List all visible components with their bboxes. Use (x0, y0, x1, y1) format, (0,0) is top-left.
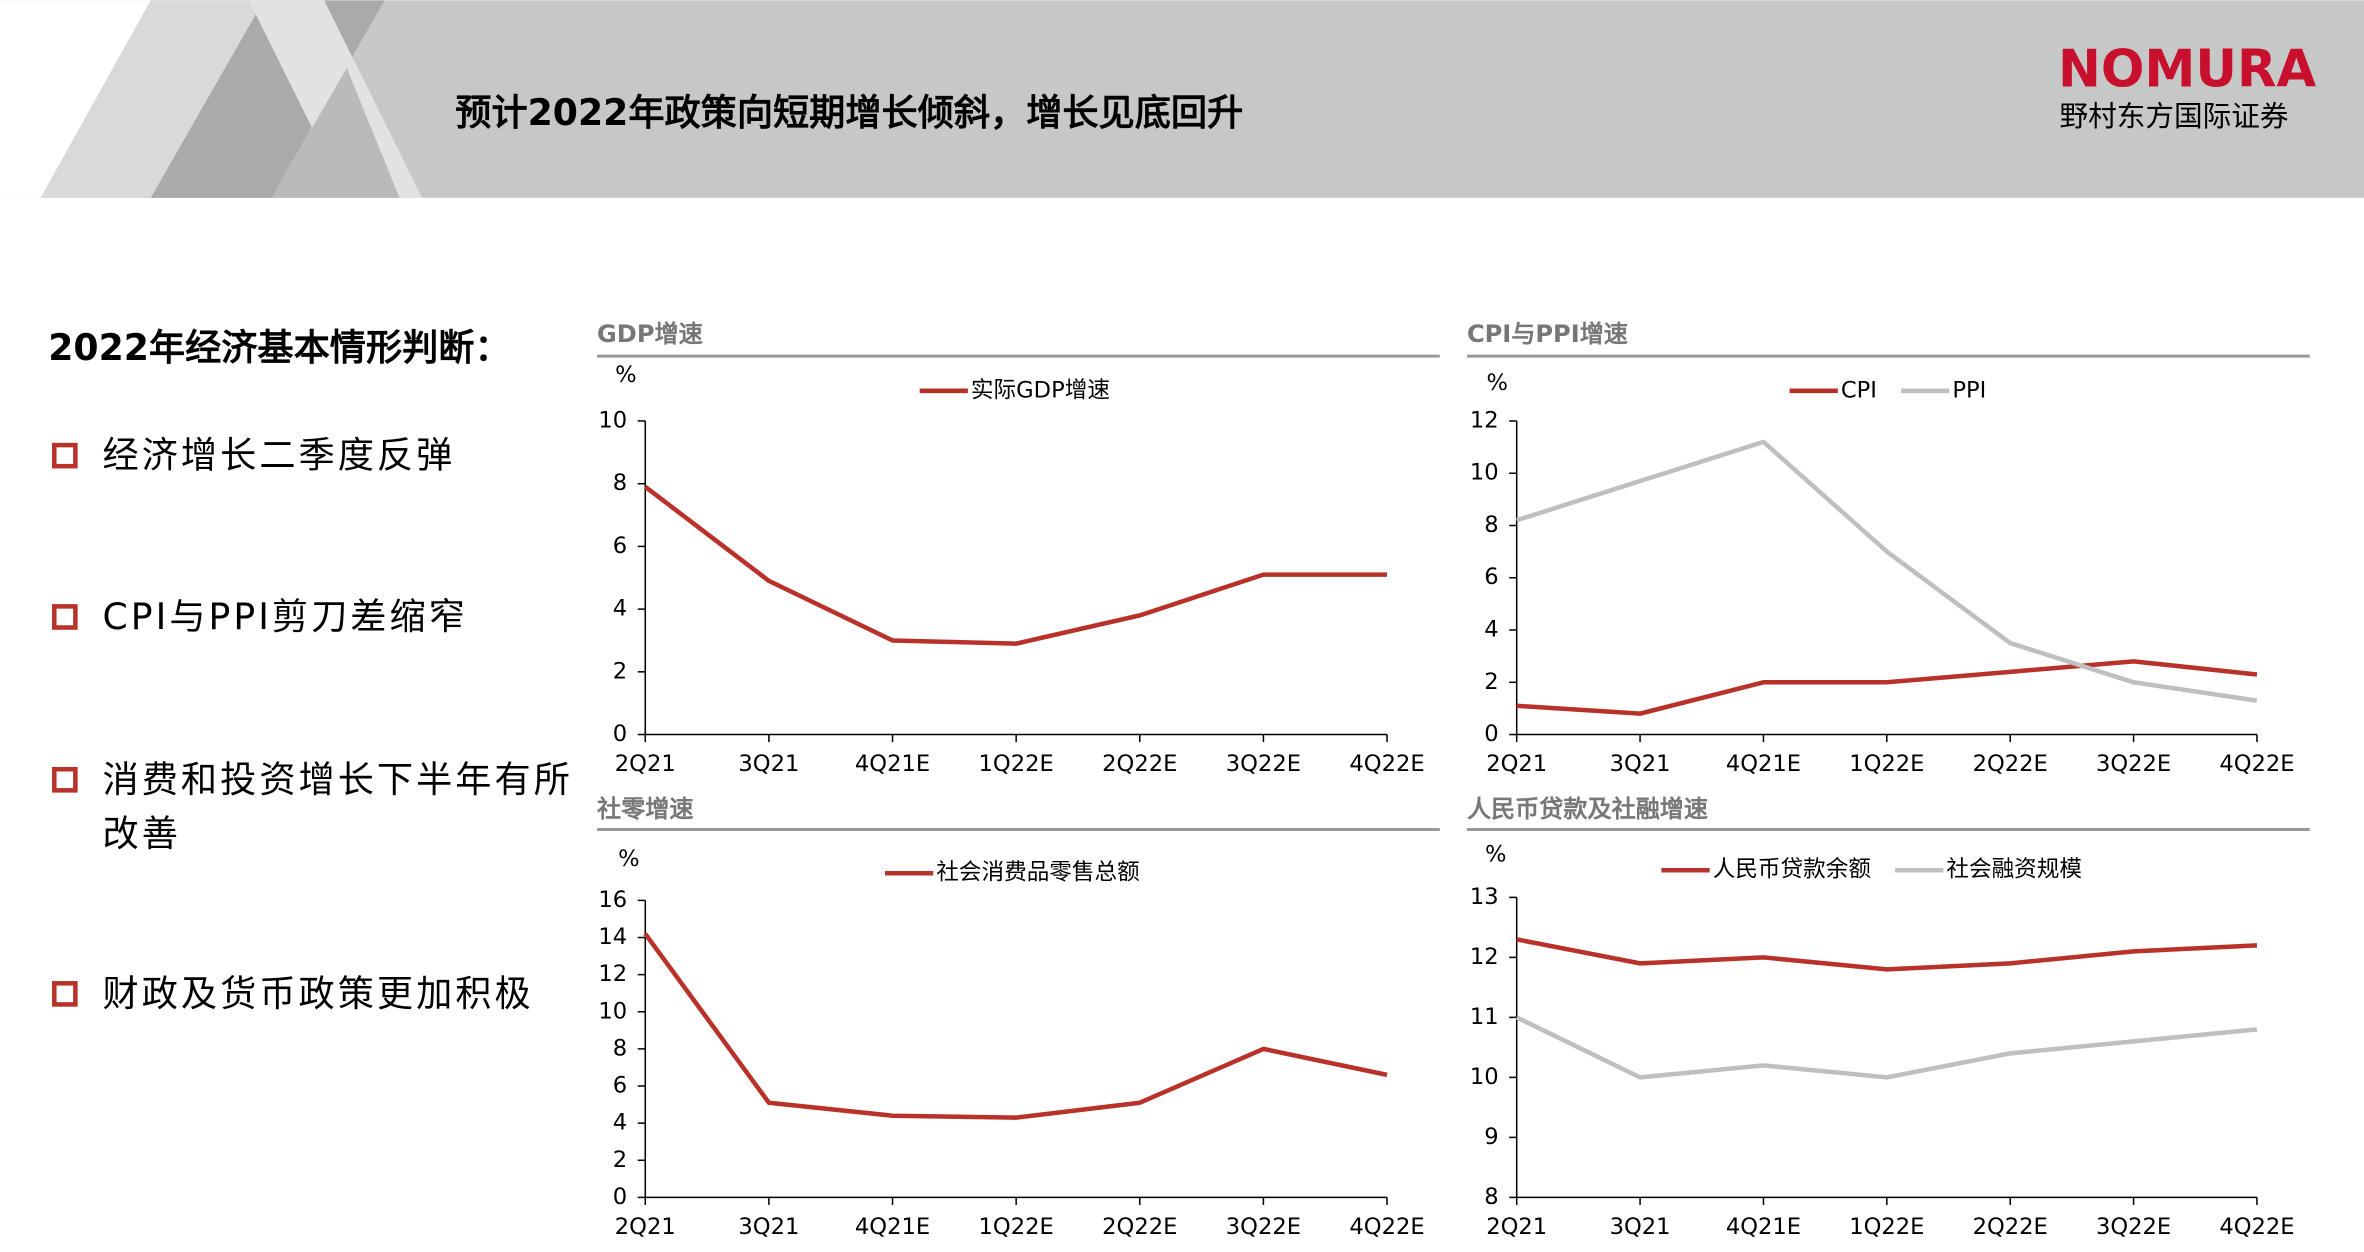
series-line (1516, 937, 2258, 972)
decor (40, 0, 272, 198)
legend-label: PPI (1952, 377, 1986, 403)
bullet-text: 财政及货币政策更加积极 (102, 972, 534, 1015)
decor (0, 0, 151, 198)
bullet-box (52, 981, 78, 1007)
y-tick-label: 6 (1484, 564, 1498, 590)
x-tick-label: 4Q21E (855, 1214, 930, 1240)
y-tick-label: 4 (613, 1110, 627, 1136)
series-line (643, 932, 1388, 1120)
y-tick-label: 14 (598, 924, 627, 950)
bullet-item: 经济增长二季度反弹 (102, 434, 456, 477)
y-unit: % (615, 362, 636, 388)
x-tick-label: 2Q22E (1973, 1214, 2048, 1240)
y-tick-label: 6 (613, 533, 627, 559)
x-tick-label: 3Q22E (2096, 751, 2171, 777)
y-tick-label: 2 (1484, 669, 1498, 695)
x-tick-label: 2Q22E (1102, 1214, 1177, 1240)
x-tick-label: 1Q22E (1849, 751, 1924, 777)
bullet-item: 财政及货币政策更加积极 (102, 972, 534, 1015)
x-tick-label: 2Q22E (1102, 751, 1177, 777)
x-tick-label: 3Q21 (1610, 751, 1671, 777)
y-unit: % (618, 846, 639, 872)
y-tick-label: 10 (598, 998, 627, 1024)
slide-title: 预计2022年政策向短期增长倾斜，增长见底回升 (455, 91, 1243, 134)
y-tick-label: 6 (613, 1073, 627, 1099)
x-tick-label: 2Q21 (615, 751, 676, 777)
y-tick-label: 0 (613, 1184, 627, 1210)
x-tick-label: 3Q22E (1226, 751, 1301, 777)
y-tick-label: 11 (1470, 1004, 1499, 1030)
x-tick-label: 4Q22E (2219, 751, 2294, 777)
x-tick-label: 3Q21 (738, 1214, 799, 1240)
x-tick-label: 4Q22E (1349, 751, 1424, 777)
bullet-item: CPI与PPI剪刀差缩窄 (102, 595, 468, 639)
chart-title: 人民币贷款及社融增速 (1467, 795, 1708, 823)
y-tick-label: 2 (613, 1147, 627, 1173)
y-unit: % (1485, 842, 1506, 868)
x-tick-label: 1Q22E (979, 751, 1054, 777)
y-tick-label: 8 (613, 470, 627, 496)
series-line (1516, 659, 2258, 716)
y-tick-label: 4 (1484, 617, 1498, 643)
logo-sub: 野村东方国际证券 (2059, 99, 2288, 133)
legend-label: 实际GDP增速 (971, 377, 1110, 403)
x-tick-label: 3Q21 (1610, 1214, 1671, 1240)
y-tick-label: 10 (1470, 460, 1499, 486)
y-tick-label: 4 (613, 596, 627, 622)
x-tick-label: 2Q21 (1486, 1214, 1547, 1240)
chart-title: GDP增速 (597, 320, 703, 348)
x-tick-label: 3Q22E (1226, 1214, 1301, 1240)
logo: NOMURA (2058, 40, 2317, 100)
legend-label: 人民币贷款余额 (1713, 857, 1871, 883)
x-tick-label: 3Q21 (738, 751, 799, 777)
y-tick-label: 8 (1484, 1184, 1498, 1210)
legend-label: 社会消费品零售总额 (936, 860, 1140, 886)
y-tick-label: 9 (1484, 1124, 1498, 1150)
legend-label: CPI (1841, 377, 1877, 403)
y-tick-label: 8 (1484, 512, 1498, 538)
y-unit: % (1487, 370, 1508, 396)
bullet-box (52, 442, 78, 469)
bullet-box (52, 604, 78, 630)
x-tick-label: 4Q21E (1726, 751, 1801, 777)
bullet-box (52, 766, 78, 793)
x-tick-label: 2Q22E (1973, 751, 2048, 777)
y-tick-label: 16 (598, 887, 627, 913)
x-tick-label: 4Q21E (1726, 1214, 1801, 1240)
y-tick-label: 0 (613, 721, 627, 747)
y-tick-label: 0 (1484, 721, 1498, 747)
y-tick-label: 12 (598, 961, 627, 987)
x-tick-label: 4Q22E (1349, 1214, 1424, 1240)
legend-label: 社会融资规模 (1946, 857, 2082, 883)
series-line (1515, 1015, 2258, 1080)
chart-title: 社零增速 (597, 795, 693, 823)
y-tick-label: 12 (1470, 944, 1499, 970)
y-tick-label: 10 (1470, 1064, 1499, 1090)
bullet-text: CPI与PPI剪刀差缩窄 (102, 595, 468, 639)
bullet-text: 消费和投资增长下半年有所改善 (102, 758, 573, 856)
x-tick-label: 3Q22E (2096, 1214, 2171, 1240)
y-tick-label: 10 (598, 407, 627, 433)
decor (271, 68, 400, 198)
y-tick-label: 12 (1470, 407, 1499, 433)
x-tick-label: 4Q21E (855, 751, 930, 777)
x-tick-label: 1Q22E (979, 1214, 1054, 1240)
bullet-item: 消费和投资增长下半年有所改善 (102, 758, 573, 856)
y-tick-label: 8 (613, 1035, 627, 1061)
y-tick-label: 2 (613, 658, 627, 684)
y-tick-label: 13 (1470, 884, 1499, 910)
left-heading: 2022年经济基本情形判断： (48, 326, 510, 369)
x-tick-label: 1Q22E (1849, 1214, 1924, 1240)
x-tick-label: 4Q22E (2219, 1214, 2294, 1240)
bullet-text: 经济增长二季度反弹 (102, 434, 456, 477)
series-line (1516, 439, 2258, 703)
x-tick-label: 2Q21 (615, 1214, 676, 1240)
chart-title: CPI与PPI增速 (1467, 320, 1628, 348)
x-tick-label: 2Q21 (1486, 751, 1547, 777)
series-line (643, 485, 1388, 646)
